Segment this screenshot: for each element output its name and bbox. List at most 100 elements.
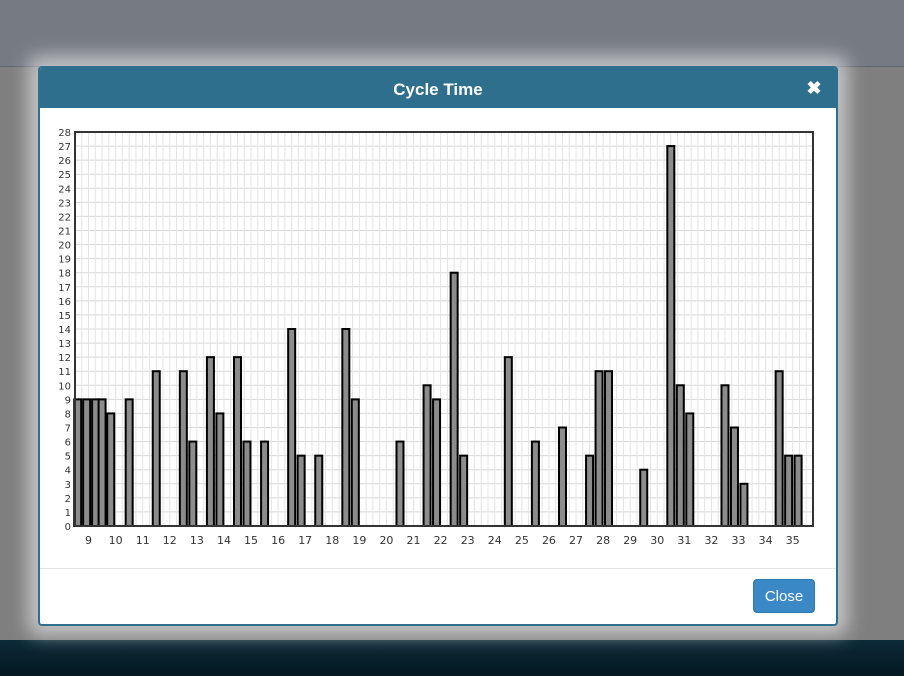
bar [594,370,604,528]
y-tick-label: 5 [65,452,71,463]
y-tick-label: 11 [58,367,71,378]
bar [432,398,442,528]
y-tick-label: 2 [65,494,71,505]
x-tick-label: 26 [542,534,556,547]
y-tick-label: 22 [58,212,71,223]
x-tick-label: 22 [434,534,448,547]
x-tick-label: 10 [109,534,123,547]
x-tick-label: 23 [461,534,475,547]
y-tick-label: 15 [58,311,71,322]
x-tick-label: 12 [163,534,177,547]
y-tick-label: 10 [58,381,71,392]
bar [395,440,405,528]
y-tick-label: 6 [65,438,71,449]
y-tick-label: 27 [58,142,71,153]
bar [188,440,198,528]
bar [97,398,107,528]
y-tick-label: 3 [65,480,71,491]
bar [314,454,324,527]
y-tick-label: 9 [65,395,71,406]
bar [459,454,469,527]
y-tick-label: 1 [65,508,71,519]
bar [232,356,242,527]
x-tick-label: 32 [704,534,718,547]
x-tick-label: 11 [136,534,150,547]
y-tick-label: 24 [58,184,71,195]
page-header-backdrop [0,0,904,67]
y-tick-label: 25 [58,170,71,181]
close-icon[interactable]: ✖ [806,78,822,98]
y-tick-label: 21 [58,227,71,238]
y-tick-label: 20 [58,241,71,252]
x-tick-label: 9 [85,534,92,547]
bar [205,356,215,527]
x-tick-label: 24 [488,534,502,547]
cycle-time-chart: 0123456789101112131415161718192021222324… [58,128,814,547]
y-tick-label: 19 [58,255,71,266]
modal-footer-divider [40,568,836,569]
bar [341,328,351,527]
y-tick-label: 26 [58,156,71,167]
bar [774,370,784,528]
bar [350,398,360,528]
x-tick-label: 33 [732,534,746,547]
bar [639,468,649,528]
x-tick-label: 19 [352,534,366,547]
x-tick-label: 28 [596,534,610,547]
bar [106,412,116,527]
plot-border [74,131,814,527]
bar [784,454,794,527]
bar [449,271,459,527]
y-tick-label: 18 [58,269,71,280]
x-tick-label: 29 [623,534,637,547]
y-tick-label: 7 [65,424,71,435]
bar [729,426,739,527]
x-tick-label: 15 [244,534,258,547]
bar [557,426,567,527]
x-tick-label: 31 [677,534,691,547]
bar [793,454,803,527]
bar [685,412,695,527]
y-tick-label: 0 [65,522,71,533]
x-tick-label: 18 [325,534,339,547]
bar [422,384,432,527]
x-tick-label: 27 [569,534,583,547]
bar [585,454,595,527]
x-tick-label: 30 [650,534,664,547]
y-tick-label: 12 [58,353,71,364]
modal-title: Cycle Time [393,80,483,99]
y-tick-label: 17 [58,283,71,294]
y-tick-label: 4 [65,466,71,477]
bar [739,482,749,527]
x-tick-label: 13 [190,534,204,547]
y-tick-label: 13 [58,339,71,350]
bar [720,384,730,527]
bar [151,370,161,528]
bar [260,440,270,528]
y-tick-label: 16 [58,297,71,308]
bar [503,356,513,527]
y-tick-label: 8 [65,409,71,420]
bar [124,398,134,528]
chart-container: 0 1 2 3 4 5 6 7 8 9 10 11 12 13 14 15 16 17 18 19 20 21 22 23 24… [40,108,836,568]
bar [530,440,540,528]
y-tick-label: 28 [58,128,71,139]
bar [215,412,225,527]
cycle-time-modal: Cycle Time ✖ 0 1 2 3 4 5 6 7 8 9 10 11 12 13 14 15 16 17 1… [38,66,838,626]
bar [604,370,614,528]
x-tick-label: 14 [217,534,231,547]
bar [666,145,676,527]
bar [82,398,92,528]
x-tick-label: 21 [407,534,421,547]
x-tick-label: 25 [515,534,529,547]
bar [287,328,297,527]
x-tick-label: 20 [379,534,393,547]
x-tick-label: 16 [271,534,285,547]
page-footer-backdrop [0,640,904,676]
modal-header: Cycle Time ✖ [40,68,836,108]
bar [242,440,252,528]
x-tick-label: 34 [759,534,773,547]
close-button[interactable]: Close [753,579,815,613]
bar [675,384,685,527]
y-tick-label: 23 [58,198,71,209]
